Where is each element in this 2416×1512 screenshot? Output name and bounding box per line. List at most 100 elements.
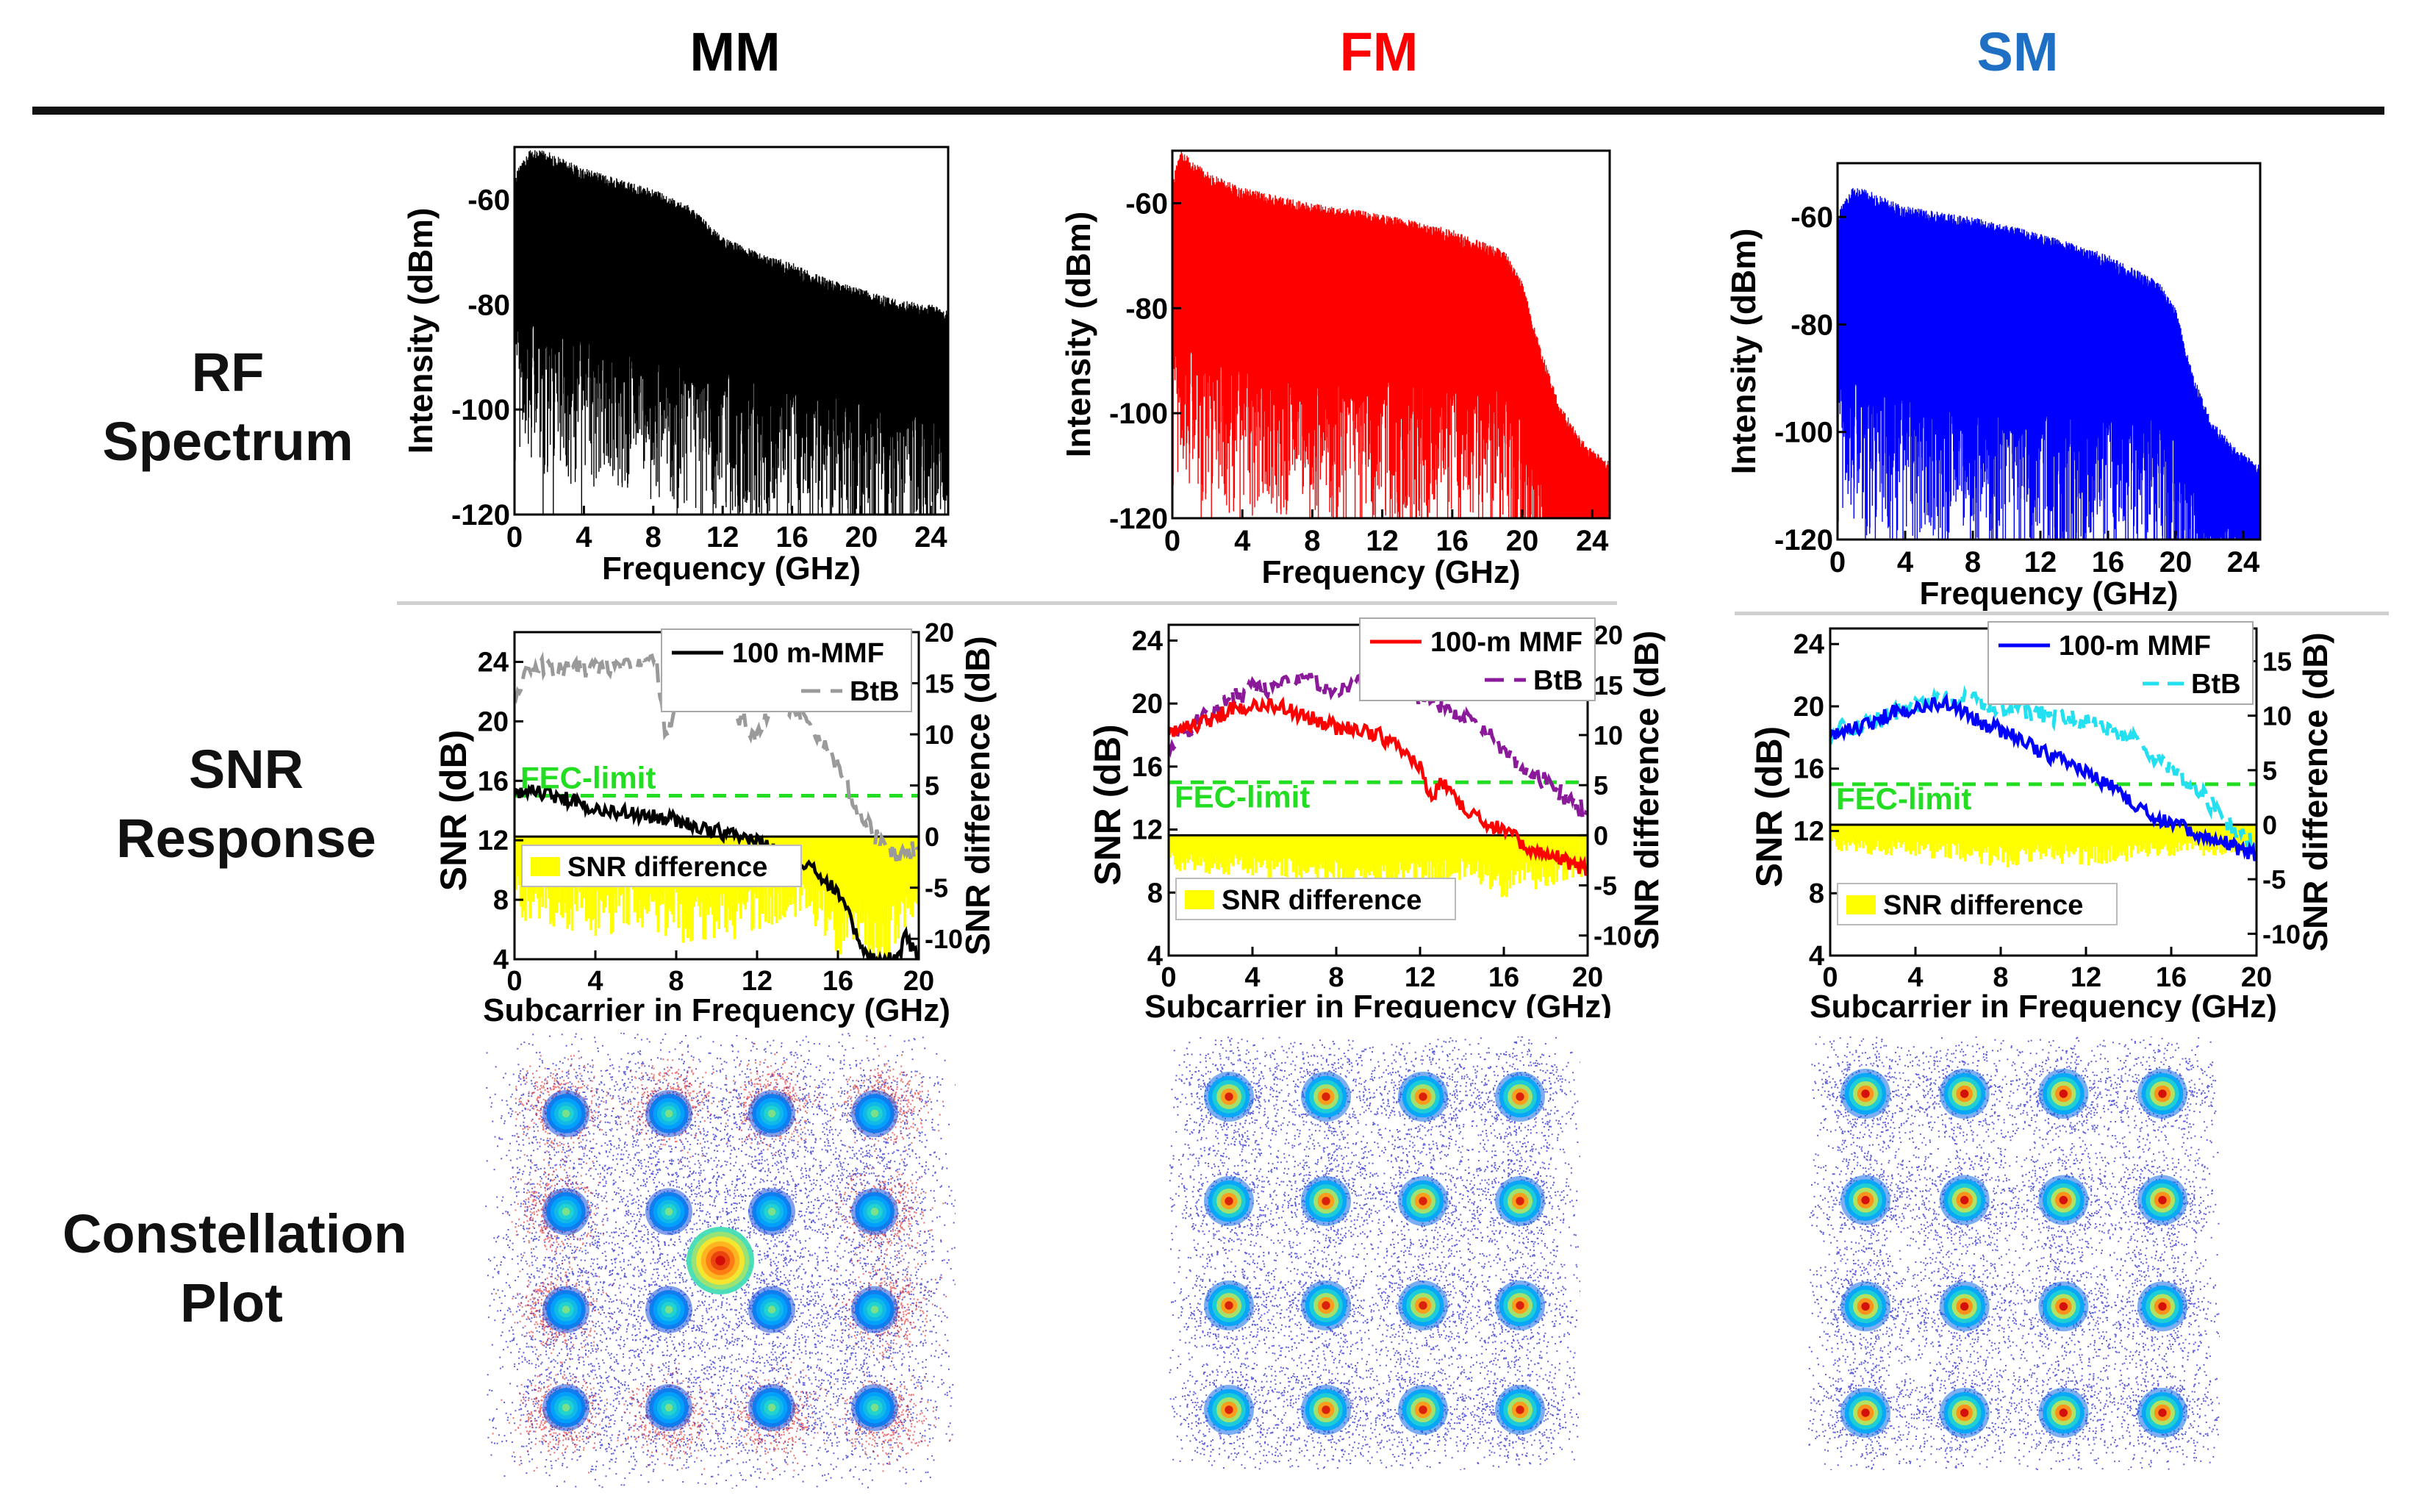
constellation-point xyxy=(870,1208,879,1216)
x-tick-label: 16 xyxy=(1488,962,1519,993)
x-tick-label: 0 xyxy=(506,966,522,997)
column-title-mm: MM xyxy=(689,21,781,82)
spectrum-trace xyxy=(515,150,948,515)
y2-tick-label: 5 xyxy=(925,771,939,801)
plot-frame xyxy=(513,146,950,516)
row-separator xyxy=(1735,612,2389,615)
rf-spectrum-mm-chart: 0 4 8 12 16 20 24 -60 -80 -100 -120 Frequency (GHz)… xyxy=(401,146,950,587)
x-tick-label: 12 xyxy=(2024,546,2057,578)
constellation-point xyxy=(562,1403,570,1412)
y-tick-label: -60 xyxy=(467,184,510,216)
y-axis-label: SNR (dB) xyxy=(1087,724,1128,885)
x-tick-label: 24 xyxy=(914,521,947,553)
x-tick-label: 20 xyxy=(2241,962,2272,993)
x-tick-label: 16 xyxy=(822,966,853,997)
column-title-sm: SM xyxy=(1976,21,2059,82)
x-tick-label: 12 xyxy=(706,521,739,553)
constellation-point xyxy=(1225,1197,1233,1205)
constellation-point xyxy=(2059,1302,2068,1311)
spectrum-trace-group xyxy=(515,150,948,515)
constellation-point xyxy=(1225,1301,1233,1310)
snr-response-sm-chart: 0 4 8 12 16 204812162024-10-5051015Subcarrier… xyxy=(1749,621,2334,1022)
y-axis-label: Intensity (dBm) xyxy=(1724,229,1763,475)
y-tick-label: 24 xyxy=(1793,629,1824,660)
snr-diff-legend-box xyxy=(1175,878,1456,920)
x-tick-label: 4 xyxy=(1244,962,1260,993)
constellation-point xyxy=(2158,1408,2167,1417)
mmf-series-line xyxy=(515,784,919,959)
y-tick-label: -120 xyxy=(451,499,510,531)
y2-tick-label: -5 xyxy=(2262,864,2286,895)
y-tick-label: 16 xyxy=(478,766,509,797)
x-tick-label: 12 xyxy=(1366,525,1399,557)
fec-limit-label: FEC-limit xyxy=(1175,779,1310,814)
constellation-point xyxy=(1516,1197,1524,1205)
constellation-point xyxy=(870,1305,879,1314)
x-tick-label: 16 xyxy=(2092,546,2125,578)
header-divider xyxy=(32,107,2384,115)
constellation-mm-plot xyxy=(485,1033,956,1488)
y-tick-label: 4 xyxy=(1147,941,1163,972)
x-axis-label: Frequency (GHz) xyxy=(602,551,861,587)
spectrum-trace-group xyxy=(1838,187,2260,540)
row-label-rf-line1: RF xyxy=(191,342,265,403)
legend-label-btb: BtB xyxy=(2191,669,2241,700)
constellation-point xyxy=(664,1208,673,1216)
x-tick-label: 8 xyxy=(1993,962,2008,993)
legend-label-mmf: 100-m MMF xyxy=(2059,631,2211,662)
x-axis-label: Subcarrier in Frequency (GHz) xyxy=(483,992,950,1028)
x-tick-label: 8 xyxy=(1965,546,1981,578)
constellation-point xyxy=(1419,1405,1427,1414)
constellation-point xyxy=(2059,1195,2068,1205)
constellation-point xyxy=(1960,1408,1969,1417)
y2-tick-label: 0 xyxy=(1594,820,1608,850)
snr-diff-legend-swatch xyxy=(1185,890,1214,909)
y2-axis-label: SNR difference (dB) xyxy=(1627,631,1666,950)
row-separator xyxy=(397,601,1617,605)
mmf-series-line xyxy=(1169,696,1588,876)
y-tick-label: -80 xyxy=(1791,309,1833,341)
y2-tick-label: 20 xyxy=(1594,620,1623,651)
column-title-fm: FM xyxy=(1339,21,1419,82)
snr-response-fm-chart: 0 4 8 12 16 204812162024-10-505101520Subcarri… xyxy=(1087,617,1666,1018)
y2-tick-label: -5 xyxy=(925,873,948,903)
x-tick-label: 4 xyxy=(576,521,592,553)
legend-box xyxy=(661,628,912,712)
y2-tick-label: -10 xyxy=(1594,921,1632,951)
y-tick-label: 16 xyxy=(1132,752,1163,783)
constellation-point xyxy=(1419,1197,1427,1205)
snr-diff-legend-swatch xyxy=(531,857,560,876)
snr-diff-legend-swatch xyxy=(1846,895,1876,914)
rf-spectrum-sm-chart: 0 4 8 12 16 20 24 -60 -80 -100 -120 Frequency (GHz)… xyxy=(1724,162,2262,612)
row-label-rf-line2: Spectrum xyxy=(102,411,354,472)
x-tick-label: 4 xyxy=(587,966,603,997)
x-tick-label: 0 xyxy=(1829,546,1846,578)
spectrum-trace xyxy=(1838,187,2260,540)
row-label-rf: RF Spectrum xyxy=(74,338,382,476)
y-axis-label: SNR (dB) xyxy=(1749,726,1790,887)
y2-tick-label: 5 xyxy=(1594,770,1608,800)
constellation-point xyxy=(2158,1089,2167,1098)
x-tick-label: 4 xyxy=(1234,525,1251,557)
legend-label-mmf: 100 m-MMF xyxy=(732,638,884,669)
y-tick-label: -100 xyxy=(451,394,510,426)
row-label-constellation: Constellation Plot xyxy=(62,1200,407,1338)
constellation-point xyxy=(1516,1301,1524,1310)
constellation-point xyxy=(1225,1092,1233,1101)
constellation-point xyxy=(1225,1405,1233,1414)
constellation-point xyxy=(1861,1089,1870,1098)
constellation-point xyxy=(767,1208,776,1216)
y2-tick-label: 15 xyxy=(925,669,954,699)
snr-diff-legend-box xyxy=(1837,883,2118,925)
y-tick-label: -80 xyxy=(1125,293,1168,325)
constellation-point xyxy=(870,1109,879,1118)
x-tick-label: 12 xyxy=(742,966,773,997)
spectrum-trace xyxy=(1172,151,1610,518)
snr-response-mm-chart: 0 4 8 12 16 204812162024-10-505101520Subcarri… xyxy=(433,617,997,1028)
plot-frame xyxy=(1836,162,2262,541)
y2-axis-label: SNR difference (dB) xyxy=(958,636,997,955)
snr-diff-legend-label: SNR difference xyxy=(1883,890,2083,921)
constellation-point xyxy=(1960,1089,1969,1098)
y-tick-label: 12 xyxy=(1793,816,1824,847)
constellation-point xyxy=(1322,1092,1330,1101)
